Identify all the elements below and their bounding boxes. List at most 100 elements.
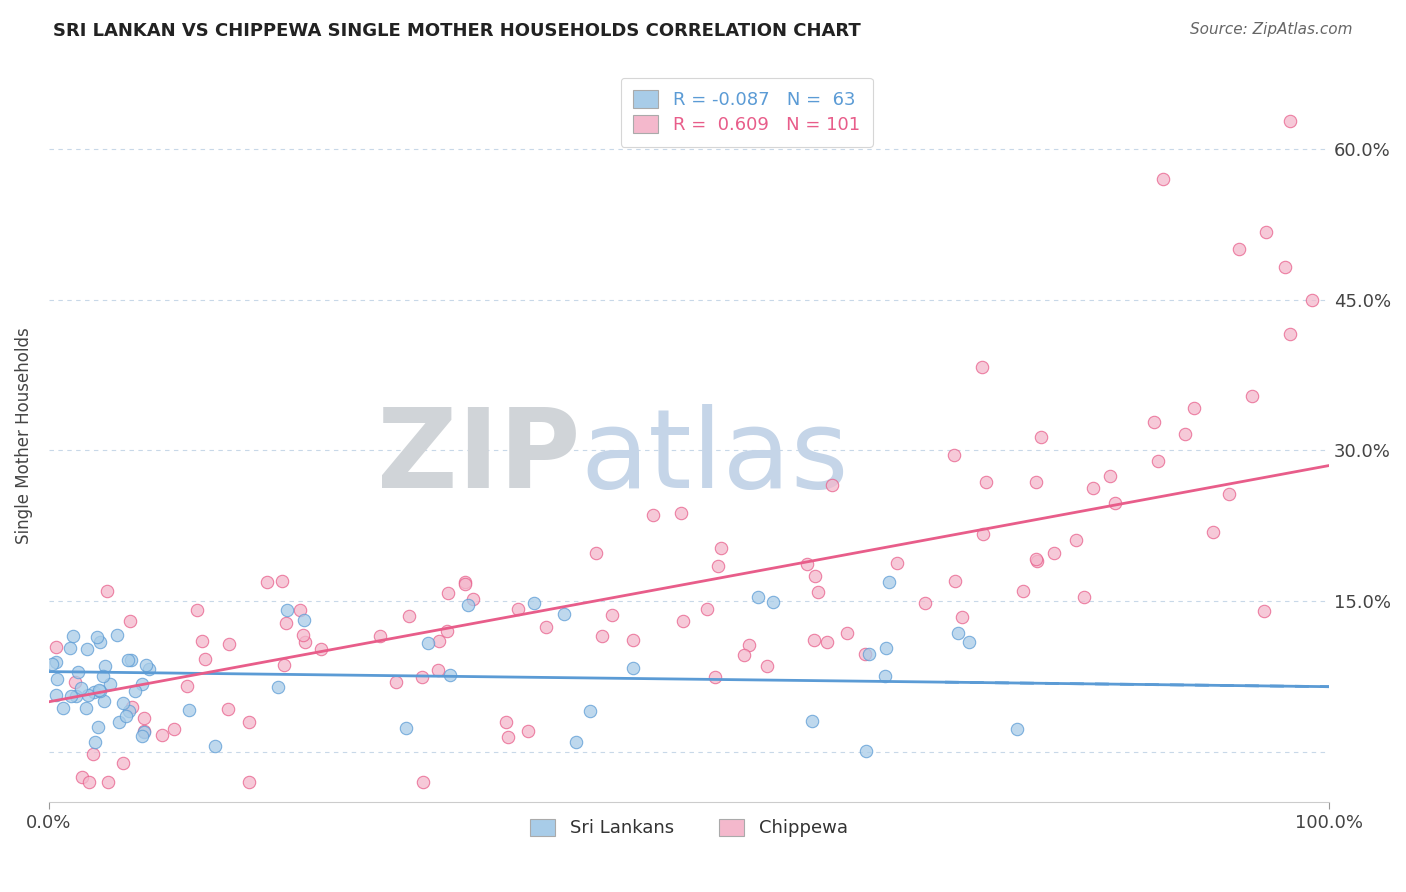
Point bbox=[1152, 172, 1174, 186]
Point bbox=[266, 681, 288, 695]
Point bbox=[194, 652, 217, 666]
Point bbox=[1202, 525, 1225, 540]
Point bbox=[276, 603, 298, 617]
Point bbox=[100, 677, 122, 691]
Point bbox=[177, 703, 200, 717]
Point bbox=[536, 620, 558, 634]
Point bbox=[804, 569, 827, 583]
Point bbox=[1143, 415, 1166, 429]
Point bbox=[1043, 546, 1066, 560]
Point bbox=[76, 641, 98, 656]
Point bbox=[93, 694, 115, 708]
Point bbox=[1073, 590, 1095, 604]
Point bbox=[439, 667, 461, 681]
Point bbox=[288, 602, 311, 616]
Point bbox=[138, 662, 160, 676]
Text: atlas: atlas bbox=[581, 404, 849, 511]
Point bbox=[591, 629, 613, 643]
Point bbox=[86, 631, 108, 645]
Point bbox=[565, 735, 588, 749]
Point bbox=[835, 625, 858, 640]
Point bbox=[96, 583, 118, 598]
Point bbox=[579, 705, 602, 719]
Point bbox=[914, 596, 936, 610]
Point bbox=[89, 684, 111, 698]
Point bbox=[950, 610, 973, 624]
Text: SRI LANKAN VS CHIPPEWA SINGLE MOTHER HOUSEHOLDS CORRELATION CHART: SRI LANKAN VS CHIPPEWA SINGLE MOTHER HOU… bbox=[53, 22, 862, 40]
Point bbox=[853, 647, 876, 661]
Point bbox=[292, 628, 315, 642]
Point bbox=[45, 672, 67, 686]
Point bbox=[1279, 114, 1302, 128]
Point bbox=[398, 609, 420, 624]
Point bbox=[801, 714, 824, 729]
Point bbox=[733, 648, 755, 663]
Point bbox=[1146, 453, 1168, 467]
Point bbox=[45, 688, 67, 702]
Point bbox=[238, 775, 260, 789]
Point bbox=[83, 685, 105, 699]
Point bbox=[395, 721, 418, 735]
Point bbox=[1064, 533, 1087, 547]
Point bbox=[461, 591, 484, 606]
Point bbox=[621, 632, 644, 647]
Point bbox=[87, 721, 110, 735]
Point bbox=[517, 724, 540, 739]
Point bbox=[821, 477, 844, 491]
Point bbox=[1254, 225, 1277, 239]
Point bbox=[643, 508, 665, 522]
Point bbox=[67, 665, 90, 679]
Point bbox=[427, 663, 450, 677]
Point bbox=[875, 640, 897, 655]
Point bbox=[45, 640, 67, 654]
Point bbox=[368, 628, 391, 642]
Point bbox=[1218, 487, 1240, 501]
Point bbox=[41, 657, 63, 671]
Point bbox=[121, 700, 143, 714]
Point bbox=[1174, 427, 1197, 442]
Point bbox=[496, 730, 519, 744]
Point bbox=[65, 690, 87, 704]
Point bbox=[703, 670, 725, 684]
Point bbox=[294, 635, 316, 649]
Point bbox=[89, 634, 111, 648]
Point bbox=[1229, 243, 1251, 257]
Point bbox=[875, 669, 897, 683]
Point bbox=[669, 507, 692, 521]
Point bbox=[97, 775, 120, 789]
Point bbox=[1274, 260, 1296, 274]
Point bbox=[191, 634, 214, 648]
Point bbox=[270, 574, 292, 589]
Point bbox=[855, 744, 877, 758]
Point bbox=[858, 647, 880, 661]
Point bbox=[70, 770, 93, 784]
Point bbox=[707, 558, 730, 573]
Point bbox=[877, 574, 900, 589]
Point bbox=[796, 557, 818, 571]
Point bbox=[59, 641, 82, 656]
Point bbox=[131, 729, 153, 743]
Point bbox=[762, 595, 785, 609]
Point bbox=[454, 576, 477, 591]
Point bbox=[495, 714, 517, 729]
Point bbox=[77, 688, 100, 702]
Point bbox=[176, 679, 198, 693]
Point bbox=[112, 756, 135, 771]
Point bbox=[117, 653, 139, 667]
Point bbox=[1011, 584, 1033, 599]
Point bbox=[114, 709, 136, 723]
Y-axis label: Single Mother Households: Single Mother Households bbox=[15, 327, 32, 544]
Point bbox=[135, 658, 157, 673]
Point bbox=[65, 674, 87, 689]
Point bbox=[747, 590, 769, 604]
Point bbox=[134, 724, 156, 739]
Point bbox=[150, 728, 173, 742]
Point bbox=[1182, 401, 1205, 415]
Point bbox=[1081, 481, 1104, 495]
Point bbox=[738, 638, 761, 652]
Point bbox=[523, 596, 546, 610]
Point bbox=[163, 722, 186, 736]
Point bbox=[238, 714, 260, 729]
Point bbox=[385, 675, 408, 690]
Point bbox=[292, 613, 315, 627]
